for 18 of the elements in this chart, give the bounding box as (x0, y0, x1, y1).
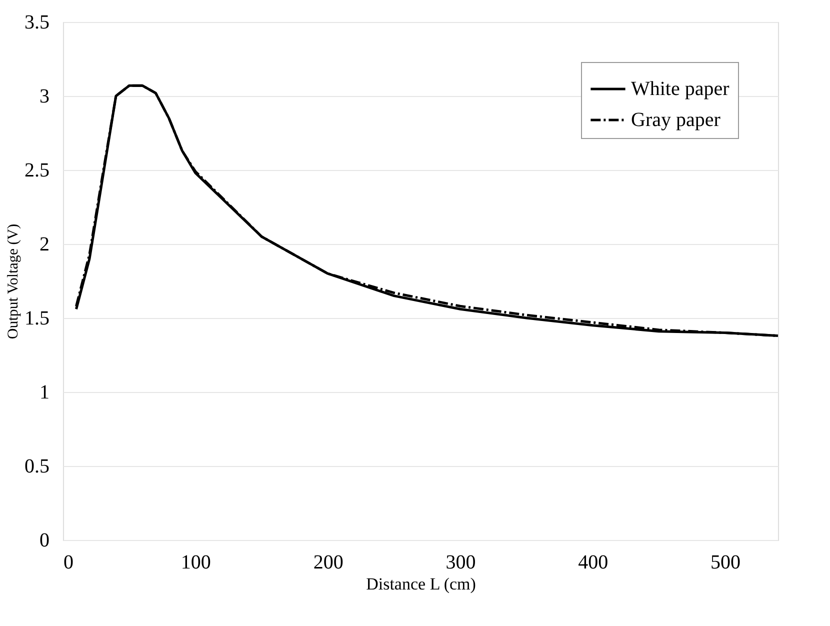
y-tick-label: 3 (40, 86, 50, 108)
y-tick-label: 2.5 (24, 160, 50, 182)
x-tick-label: 100 (180, 552, 211, 574)
legend-label: White paper (631, 78, 730, 100)
y-tick-label: 1 (40, 382, 50, 404)
y-tick-label: 0 (40, 530, 50, 552)
x-axis-title: Distance L (cm) (366, 574, 476, 594)
y-axis-title: Output Voltage (V) (6, 224, 22, 340)
x-tick-label: 300 (446, 552, 476, 574)
x-tick-label: 400 (578, 552, 608, 574)
x-tick-label: 200 (313, 552, 344, 574)
y-tick-label: 2 (40, 234, 50, 256)
x-tick-label: 500 (710, 552, 741, 574)
x-tick-label: 0 (64, 552, 74, 574)
legend-label: Gray paper (631, 109, 721, 131)
y-tick-label: 3.5 (24, 12, 50, 34)
y-tick-label: 1.5 (24, 308, 50, 330)
y-tick-label: 0.5 (24, 456, 50, 478)
